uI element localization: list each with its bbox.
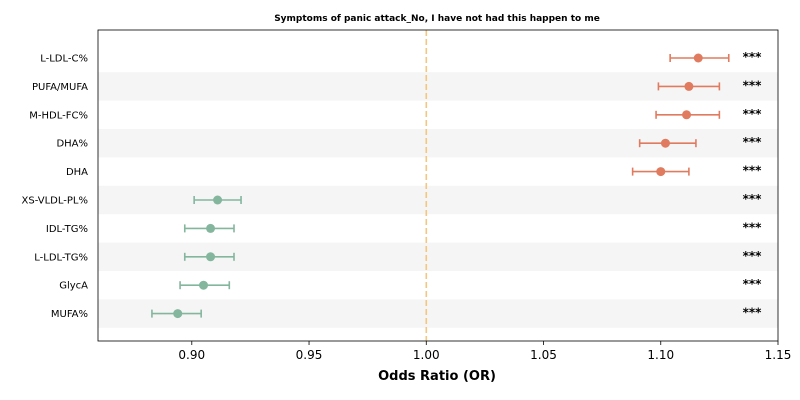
or-point	[213, 195, 223, 205]
forest-row: DHA% ***	[56, 135, 762, 150]
forest-row: DHA ***	[66, 164, 762, 179]
y-tick-label: PUFA/MUFA	[32, 82, 88, 93]
or-point	[206, 223, 216, 233]
forest-row: IDL-TG% ***	[46, 220, 762, 235]
y-tick-label: DHA%	[56, 139, 88, 150]
forest-row: PUFA/MUFA ***	[32, 78, 762, 93]
y-tick-label: MUFA%	[51, 309, 88, 320]
x-axis: 0.90 0.95 1.00 1.05 1.10 1.15	[178, 341, 791, 362]
x-tick-label: 1.00	[413, 348, 440, 362]
or-point	[199, 280, 209, 290]
significance-label: ***	[743, 306, 763, 320]
forest-row: MUFA% ***	[51, 306, 762, 321]
or-point	[660, 138, 670, 148]
y-tick-label: XS-VLDL-PL%	[22, 196, 88, 207]
plot-frame	[97, 29, 779, 342]
significance-label: ***	[743, 220, 763, 234]
chart-title: Symptoms of panic attack_No, I have not …	[274, 14, 600, 24]
or-point	[173, 309, 183, 319]
or-point	[693, 53, 703, 63]
or-point	[656, 167, 666, 177]
forest-row: GlycA ***	[59, 277, 762, 292]
or-point	[682, 110, 692, 120]
significance-label: ***	[743, 192, 763, 206]
significance-label: ***	[743, 249, 763, 263]
or-point	[206, 252, 216, 262]
x-tick-label: 1.15	[765, 348, 792, 362]
significance-label: ***	[743, 277, 763, 291]
y-tick-label: IDL-TG%	[46, 224, 88, 235]
x-tick-label: 0.90	[178, 348, 205, 362]
significance-label: ***	[743, 164, 763, 178]
or-point	[684, 81, 694, 91]
y-tick-label: GlycA	[59, 281, 88, 292]
significance-label: ***	[743, 50, 763, 64]
significance-label: ***	[743, 135, 763, 149]
y-tick-label: L-LDL-TG%	[34, 252, 88, 263]
y-tick-label: M-HDL-FC%	[29, 110, 88, 121]
row-band	[98, 299, 778, 328]
x-tick-label: 0.95	[296, 348, 323, 362]
significance-label: ***	[743, 78, 763, 92]
significance-label: ***	[743, 107, 763, 121]
forest-row: M-HDL-FC% ***	[29, 107, 762, 122]
x-axis-label: Odds Ratio (OR)	[378, 369, 496, 384]
x-tick-label: 1.10	[647, 348, 674, 362]
y-tick-label: L-LDL-C%	[40, 54, 88, 65]
forest-row: XS-VLDL-PL% ***	[22, 192, 763, 207]
data-rows: L-LDL-C% *** PUFA/MUFA *** M-HDL-FC% *** DHA% *…	[22, 50, 763, 320]
x-tick-label: 1.05	[530, 348, 557, 362]
y-tick-label: DHA	[66, 167, 88, 178]
forest-row: L-LDL-C% ***	[40, 50, 762, 65]
forest-row: L-LDL-TG% ***	[34, 249, 762, 264]
